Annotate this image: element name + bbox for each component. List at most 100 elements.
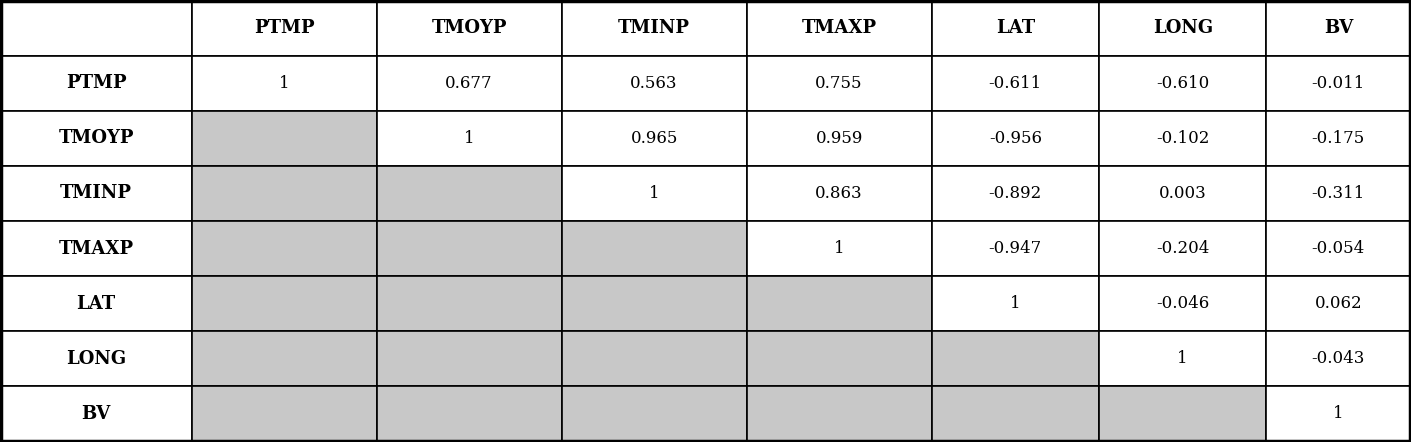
Bar bbox=[562, 221, 746, 276]
Bar bbox=[746, 331, 931, 386]
Text: -0.956: -0.956 bbox=[989, 130, 1041, 147]
Bar bbox=[746, 111, 931, 166]
Bar bbox=[1099, 276, 1267, 331]
Bar bbox=[1267, 111, 1411, 166]
Text: -0.011: -0.011 bbox=[1312, 75, 1364, 92]
Text: 1: 1 bbox=[279, 75, 289, 92]
Bar bbox=[1267, 276, 1411, 331]
Bar bbox=[931, 56, 1099, 111]
Text: -0.175: -0.175 bbox=[1312, 130, 1364, 147]
Bar bbox=[1267, 1, 1411, 56]
Bar bbox=[562, 331, 746, 386]
Bar bbox=[931, 111, 1099, 166]
Bar bbox=[377, 166, 562, 221]
Bar bbox=[1099, 386, 1267, 441]
Bar bbox=[746, 166, 931, 221]
Bar bbox=[0, 331, 192, 386]
Bar bbox=[192, 331, 377, 386]
Bar bbox=[0, 111, 192, 166]
Bar bbox=[562, 386, 746, 441]
Bar bbox=[746, 386, 931, 441]
Text: TMINP: TMINP bbox=[618, 19, 690, 37]
Bar bbox=[192, 166, 377, 221]
Text: 1: 1 bbox=[1177, 350, 1188, 367]
Bar bbox=[192, 276, 377, 331]
Bar bbox=[931, 166, 1099, 221]
Bar bbox=[562, 111, 746, 166]
Bar bbox=[746, 221, 931, 276]
Bar bbox=[931, 221, 1099, 276]
Bar bbox=[746, 56, 931, 111]
Bar bbox=[377, 56, 562, 111]
Text: TMAXP: TMAXP bbox=[59, 240, 134, 258]
Bar bbox=[377, 221, 562, 276]
Text: -0.611: -0.611 bbox=[989, 75, 1041, 92]
Bar bbox=[192, 221, 377, 276]
Text: -0.102: -0.102 bbox=[1156, 130, 1209, 147]
Bar bbox=[1099, 221, 1267, 276]
Bar bbox=[192, 1, 377, 56]
Text: LAT: LAT bbox=[76, 295, 116, 312]
Text: -0.892: -0.892 bbox=[989, 185, 1041, 202]
Bar bbox=[0, 276, 192, 331]
Text: LAT: LAT bbox=[996, 19, 1034, 37]
Text: -0.311: -0.311 bbox=[1312, 185, 1364, 202]
Bar bbox=[1267, 56, 1411, 111]
Bar bbox=[1099, 111, 1267, 166]
Text: BV: BV bbox=[82, 405, 110, 423]
Bar bbox=[1267, 386, 1411, 441]
Bar bbox=[0, 56, 192, 111]
Bar bbox=[377, 1, 562, 56]
Text: 0.062: 0.062 bbox=[1315, 295, 1362, 312]
Bar bbox=[1099, 331, 1267, 386]
Bar bbox=[0, 386, 192, 441]
Text: 1: 1 bbox=[834, 240, 844, 257]
Bar bbox=[746, 276, 931, 331]
Text: -0.043: -0.043 bbox=[1312, 350, 1364, 367]
Bar bbox=[931, 331, 1099, 386]
Text: LONG: LONG bbox=[1153, 19, 1213, 37]
Text: TMAXP: TMAXP bbox=[801, 19, 876, 37]
Bar bbox=[1099, 166, 1267, 221]
Text: BV: BV bbox=[1324, 19, 1353, 37]
Text: -0.204: -0.204 bbox=[1156, 240, 1209, 257]
Text: 0.959: 0.959 bbox=[816, 130, 862, 147]
Bar bbox=[377, 111, 562, 166]
Bar bbox=[192, 386, 377, 441]
Text: 0.863: 0.863 bbox=[816, 185, 864, 202]
Text: PTMP: PTMP bbox=[66, 74, 127, 92]
Bar bbox=[562, 276, 746, 331]
Text: 1: 1 bbox=[1010, 295, 1020, 312]
Bar bbox=[1267, 331, 1411, 386]
Bar bbox=[192, 56, 377, 111]
Bar bbox=[746, 1, 931, 56]
Bar bbox=[1099, 1, 1267, 56]
Text: TMINP: TMINP bbox=[61, 184, 133, 202]
Bar bbox=[192, 111, 377, 166]
Text: -0.947: -0.947 bbox=[989, 240, 1041, 257]
Bar bbox=[1267, 221, 1411, 276]
Text: -0.610: -0.610 bbox=[1156, 75, 1209, 92]
Bar bbox=[562, 166, 746, 221]
Text: TMOYP: TMOYP bbox=[58, 130, 134, 147]
Bar bbox=[377, 386, 562, 441]
Bar bbox=[0, 166, 192, 221]
Text: TMOYP: TMOYP bbox=[432, 19, 507, 37]
Text: -0.054: -0.054 bbox=[1312, 240, 1364, 257]
Bar bbox=[931, 276, 1099, 331]
Bar bbox=[0, 1, 192, 56]
Text: 1: 1 bbox=[1333, 405, 1343, 422]
Text: 0.563: 0.563 bbox=[631, 75, 677, 92]
Text: -0.046: -0.046 bbox=[1156, 295, 1209, 312]
Bar bbox=[1099, 56, 1267, 111]
Text: 0.965: 0.965 bbox=[631, 130, 677, 147]
Bar bbox=[377, 331, 562, 386]
Text: 1: 1 bbox=[464, 130, 474, 147]
Bar bbox=[1267, 166, 1411, 221]
Text: 0.755: 0.755 bbox=[816, 75, 864, 92]
Bar bbox=[931, 386, 1099, 441]
Bar bbox=[931, 1, 1099, 56]
Bar bbox=[377, 276, 562, 331]
Text: 0.677: 0.677 bbox=[446, 75, 492, 92]
Text: 0.003: 0.003 bbox=[1158, 185, 1206, 202]
